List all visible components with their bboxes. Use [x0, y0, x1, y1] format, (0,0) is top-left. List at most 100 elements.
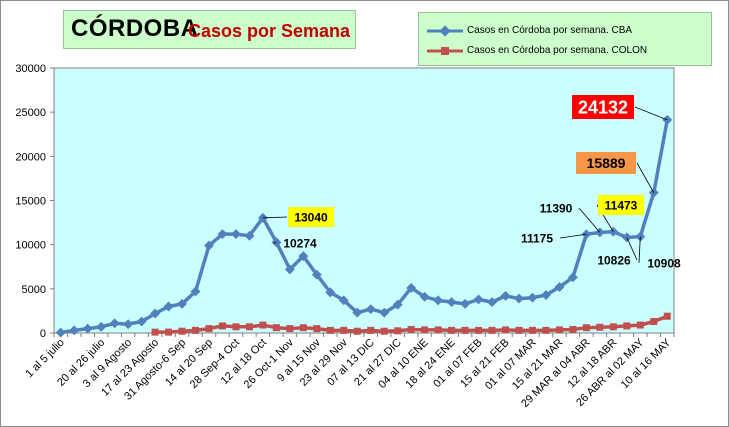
point-cba [487, 297, 497, 308]
point-colon [623, 322, 631, 330]
point-colon [555, 326, 563, 334]
point-cba [419, 291, 430, 302]
series-line-cba [60, 119, 670, 335]
annotation-leader [262, 216, 288, 219]
annotation-leader [273, 241, 277, 244]
point-cba [163, 301, 174, 312]
point-cba [527, 292, 538, 303]
point-colon [259, 321, 267, 329]
point-colon [488, 326, 496, 334]
point-colon [542, 326, 550, 334]
point-colon [515, 326, 523, 334]
point-cba [365, 304, 376, 315]
point-cba [338, 295, 349, 306]
y-tick-label: 25000 [15, 107, 46, 119]
annotation-leader [634, 106, 668, 121]
point-colon [380, 327, 388, 335]
point-colon [286, 325, 294, 333]
point-colon [232, 323, 240, 331]
annotation-label: 24132 [578, 97, 628, 117]
y-tick-label: 15000 [15, 196, 46, 208]
point-colon [151, 328, 159, 336]
point-colon [448, 326, 456, 334]
annotation-label: 11390 [540, 201, 573, 215]
annotation-box [288, 207, 334, 227]
x-tick-label: 1 al 5 julio [23, 337, 67, 381]
point-colon [569, 325, 577, 333]
point-colon [528, 326, 536, 334]
y-tick-label: 30000 [15, 63, 46, 75]
point-colon [245, 323, 253, 331]
annotation-label: 10908 [647, 256, 681, 270]
annotation-label: 15889 [587, 155, 626, 171]
legend-entry-colon: Casos en Córdoba por semana. COLON [425, 43, 647, 59]
point-cba [567, 272, 578, 283]
point-colon [313, 325, 321, 333]
point-colon [663, 312, 671, 320]
point-cba [150, 308, 161, 319]
point-colon [407, 325, 415, 333]
point-cba [217, 229, 228, 240]
y-tick-label: 10000 [15, 240, 46, 252]
point-colon [609, 323, 617, 331]
point-cba [446, 297, 457, 308]
point-colon [475, 326, 483, 334]
point-colon [596, 323, 604, 331]
point-colon [165, 328, 173, 336]
point-colon [650, 318, 658, 326]
point-colon [353, 327, 361, 335]
point-colon [218, 322, 226, 330]
point-colon [636, 321, 644, 329]
chart-title: CÓRDOBA [71, 15, 199, 42]
y-tick-label: 5000 [22, 284, 46, 296]
annotation-box [598, 195, 644, 215]
legend-entry-cba: Casos en Córdoba por semana. CBA [425, 23, 632, 39]
point-colon [299, 324, 307, 332]
chart-legend: Casos en Córdoba por semana. CBA Casos e… [418, 12, 712, 66]
point-cba [541, 290, 551, 300]
legend-label-colon: Casos en Córdoba por semana. COLON [467, 45, 648, 56]
point-colon [394, 327, 402, 335]
point-cba [177, 298, 187, 309]
annotation-box [576, 152, 636, 174]
point-cba [379, 307, 390, 318]
point-cba [406, 283, 417, 293]
legend-swatch-cba [425, 23, 465, 39]
point-colon [461, 326, 469, 334]
point-cba [473, 294, 484, 305]
legend-swatch-colon [425, 43, 465, 59]
chart-subtitle: Casos por Semana [188, 21, 351, 41]
point-colon [434, 326, 442, 334]
y-tick-label: 0 [40, 328, 46, 340]
point-cba [136, 316, 147, 327]
point-colon [340, 326, 348, 334]
point-colon [192, 326, 200, 334]
annotation-leader [626, 237, 638, 261]
annotation-label: 10826 [597, 253, 631, 267]
point-colon [178, 327, 186, 335]
point-colon [421, 326, 429, 334]
point-cba [392, 299, 403, 310]
point-colon [205, 325, 213, 333]
point-cba [311, 269, 322, 280]
annotation-label: 11175 [521, 231, 553, 245]
point-cba [500, 290, 511, 301]
point-cba [352, 307, 363, 318]
point-colon [582, 324, 590, 332]
point-colon [272, 324, 280, 332]
point-colon [502, 326, 510, 334]
point-cba [460, 298, 471, 309]
legend-label-cba: Casos en Córdoba por semana. CBA [467, 25, 633, 36]
point-cba [190, 286, 201, 297]
annotation-box [572, 95, 634, 119]
point-cba [325, 287, 336, 298]
point-cba [231, 229, 241, 240]
plot-area [53, 67, 675, 334]
annotation-leader [636, 162, 655, 193]
annotation-label: 13040 [294, 210, 328, 224]
annotation-leader [638, 236, 641, 264]
annotation-label: 10274 [283, 236, 317, 250]
y-tick-label: 20000 [15, 151, 46, 163]
point-cba [554, 282, 565, 293]
